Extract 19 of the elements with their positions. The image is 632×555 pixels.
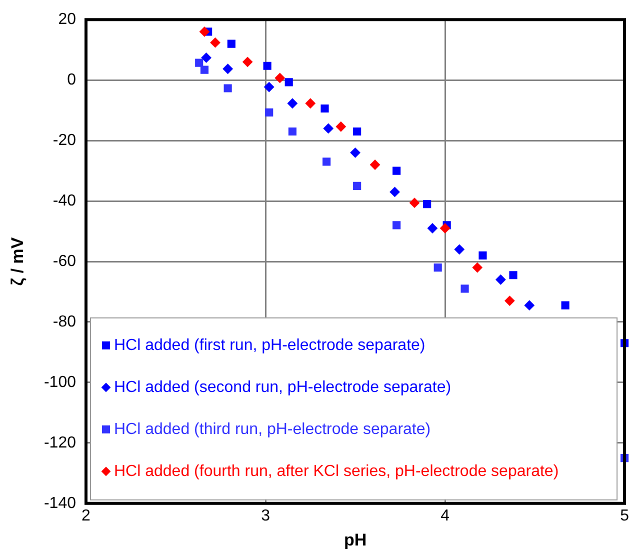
x-axis-title: pH [344,530,367,550]
y-tick-label: -80 [52,313,76,330]
y-tick-label: -20 [52,132,76,149]
y-tick-label: -140 [44,494,76,512]
x-tick-label: 2 [82,507,91,524]
y-axis-title: ζ / mV [8,236,27,286]
x-tick-label: 3 [261,507,270,524]
legend-label: HCl added (third run, pH-electrode separate) [114,420,431,438]
y-tick-label: -100 [44,374,76,391]
y-tick-label: -120 [44,434,76,452]
y-tick-label: 20 [58,11,76,28]
legend-label: HCl added (second run, pH-electrode separate) [114,378,452,396]
x-tick-label: 5 [620,507,630,524]
legend-label: HCl added (first run, pH-electrode separate) [114,336,426,354]
legend-label: HCl added (fourth run, after KCl series, pH-electrode separate) [114,462,559,480]
x-tick-label: 4 [440,507,450,524]
y-tick-label: -60 [52,252,76,270]
y-tick-label: -40 [52,192,76,210]
y-tick-label: 0 [67,71,76,88]
